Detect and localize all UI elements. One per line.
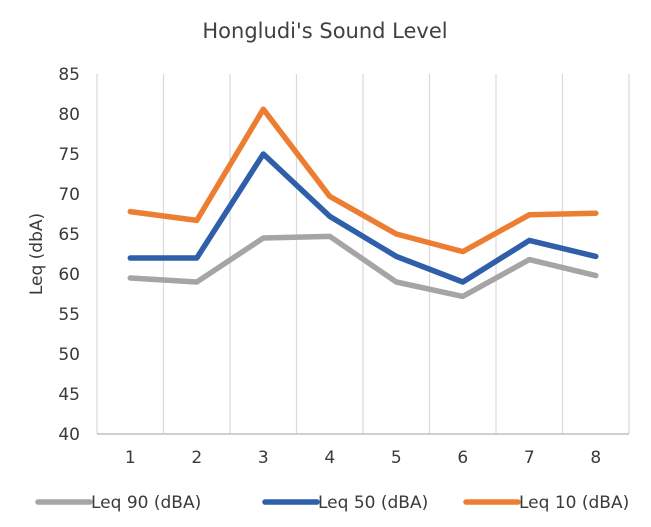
y-tick-labels: 40 45 50 55 60 65 70 75 80 85 xyxy=(58,65,80,445)
x-tick-label: 8 xyxy=(590,448,601,468)
x-tick-label: 4 xyxy=(324,448,335,468)
x-tick-labels: 1 2 3 4 5 6 7 8 xyxy=(125,448,601,468)
y-tick-label: 50 xyxy=(58,345,80,365)
x-tick-label: 2 xyxy=(191,448,202,468)
x-tick-label: 6 xyxy=(457,448,468,468)
legend-label: Leq 90 (dBA) xyxy=(91,493,201,513)
y-tick-label: 85 xyxy=(58,65,80,85)
y-tick-label: 70 xyxy=(58,185,80,205)
y-tick-label: 45 xyxy=(58,385,80,405)
y-tick-label: 80 xyxy=(58,105,80,125)
series-line xyxy=(127,151,599,285)
legend-label: Leq 10 (dBA) xyxy=(519,493,629,513)
y-tick-label: 65 xyxy=(58,225,80,245)
x-tick-label: 1 xyxy=(125,448,136,468)
series-line xyxy=(127,106,599,255)
legend: Leq 90 (dBA) Leq 50 (dBA) Leq 10 (dBA) xyxy=(35,493,629,513)
x-tick-label: 5 xyxy=(391,448,402,468)
gridlines xyxy=(96,74,630,434)
legend-label: Leq 50 (dBA) xyxy=(318,493,428,513)
chart-title: Hongludi's Sound Level xyxy=(202,19,447,43)
series-line xyxy=(127,233,599,300)
x-tick-label: 7 xyxy=(524,448,535,468)
y-tick-label: 75 xyxy=(58,145,80,165)
x-tick-label: 3 xyxy=(258,448,269,468)
y-axis-label: Leq (dbA) xyxy=(27,213,47,295)
y-tick-label: 60 xyxy=(58,265,80,285)
y-tick-label: 40 xyxy=(58,425,80,445)
series-lines xyxy=(127,106,599,300)
y-tick-label: 55 xyxy=(58,305,80,325)
